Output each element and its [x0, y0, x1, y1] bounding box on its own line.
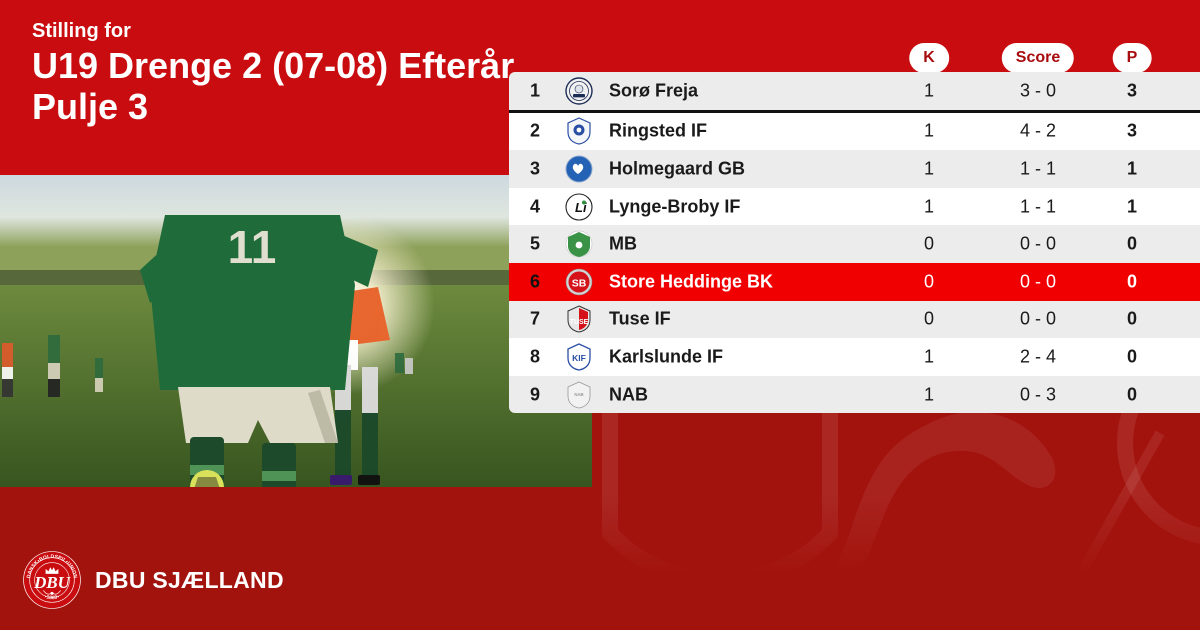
svg-text:SB: SB [572, 277, 587, 289]
svg-text:TUSE: TUSE [570, 319, 589, 326]
svg-text:KIF: KIF [572, 353, 586, 363]
svg-text:NAB: NAB [574, 392, 583, 397]
svg-text:11: 11 [228, 221, 277, 273]
svg-text:DBU: DBU [33, 573, 70, 592]
